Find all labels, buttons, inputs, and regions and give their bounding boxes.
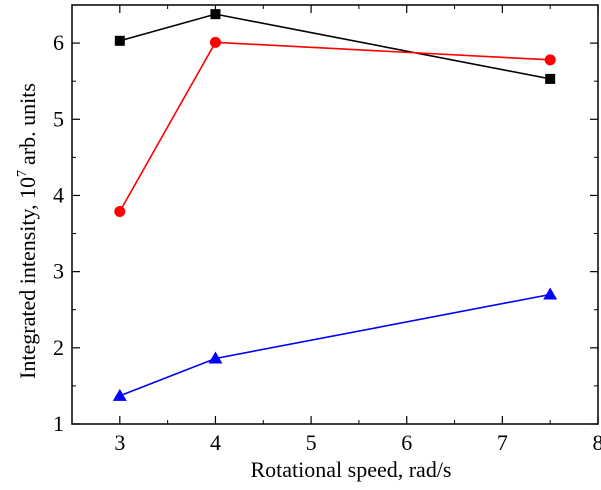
- plot-content: [112, 9, 558, 401]
- x-axis-title: Rotational speed, rad/s: [250, 457, 451, 482]
- data-point-triangle: [543, 287, 558, 300]
- x-tick-label: 3: [114, 430, 125, 455]
- x-tick-label: 7: [497, 430, 508, 455]
- data-point-triangle: [208, 351, 223, 364]
- data-point-circle: [209, 36, 221, 48]
- data-point-circle: [544, 54, 556, 66]
- x-tick-label: 6: [401, 430, 412, 455]
- series-triangle: [112, 287, 558, 401]
- y-axis-title-exponent: 7: [15, 170, 30, 177]
- y-tick-label: 2: [53, 335, 64, 360]
- y-tick-label: 4: [53, 182, 64, 207]
- series-square: [114, 9, 556, 84]
- data-point-circle: [114, 205, 126, 217]
- data-point-square: [210, 9, 221, 20]
- y-tick-label: 3: [53, 259, 64, 284]
- y-tick-label: 5: [53, 106, 64, 131]
- x-tick-label: 4: [210, 430, 221, 455]
- data-point-square: [114, 35, 125, 46]
- x-tick-label: 5: [306, 430, 317, 455]
- y-axis-title: Integrated intensity, 107 arb. units: [15, 83, 40, 379]
- y-axis-title-unit: arb. units: [15, 83, 40, 165]
- tick-labels: 3 4 5 6 7 8 1 2 3 4 5 6: [53, 30, 601, 455]
- y-tick-label: 6: [53, 30, 64, 55]
- series-line: [119, 293, 551, 397]
- y-tick-label: 1: [53, 411, 64, 436]
- data-point-triangle: [112, 388, 127, 401]
- y-axis-title-main: Integrated intensity, 10: [15, 177, 40, 379]
- series-line: [119, 41, 551, 212]
- series-circle: [114, 36, 556, 217]
- x-tick-label: 8: [593, 430, 601, 455]
- axis-ticks: [71, 4, 599, 425]
- data-point-square: [545, 73, 556, 84]
- plot-frame: [71, 4, 599, 425]
- series-line: [119, 13, 551, 80]
